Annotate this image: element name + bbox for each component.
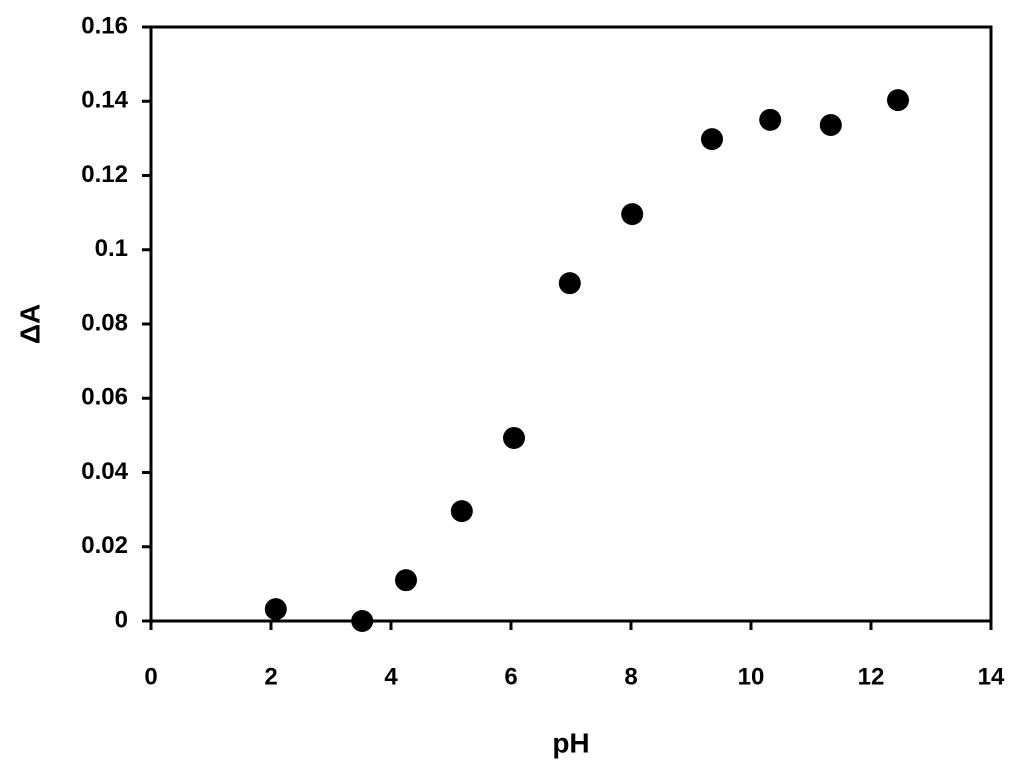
y-tick-label: 0.14 xyxy=(81,87,128,114)
x-tick-label: 12 xyxy=(858,663,885,690)
data-point xyxy=(395,569,417,592)
y-tick-label: 0.1 xyxy=(95,235,128,262)
y-tick-label: 0.02 xyxy=(81,532,128,559)
x-tick-label: 6 xyxy=(504,663,517,690)
y-tick-label: 0.04 xyxy=(81,458,128,485)
data-point xyxy=(621,203,644,226)
x-tick-label: 14 xyxy=(978,663,1005,690)
y-tick-label: 0 xyxy=(115,606,128,633)
data-point xyxy=(887,89,909,112)
y-tick-label: 0.12 xyxy=(81,161,128,188)
data-point xyxy=(558,272,581,295)
x-tick-label: 0 xyxy=(144,663,157,690)
x-tick-label: 4 xyxy=(384,663,398,690)
data-point xyxy=(701,128,723,151)
y-axis-label: ΔA xyxy=(14,304,45,344)
x-tick-label: 10 xyxy=(738,663,765,690)
data-point xyxy=(450,500,473,523)
x-tick-label: 8 xyxy=(624,663,637,690)
data-point xyxy=(503,426,525,449)
data-point xyxy=(759,108,782,131)
data-point xyxy=(264,598,287,621)
data-point xyxy=(351,610,374,632)
plot-frame xyxy=(149,25,993,623)
y-tick-label: 0.08 xyxy=(81,309,128,336)
y-tick-label: 0.16 xyxy=(81,12,128,39)
data-point xyxy=(819,114,842,137)
x-axis-label: pH xyxy=(552,727,589,758)
y-tick-label: 0.06 xyxy=(81,384,128,411)
x-tick-label: 2 xyxy=(264,663,277,690)
